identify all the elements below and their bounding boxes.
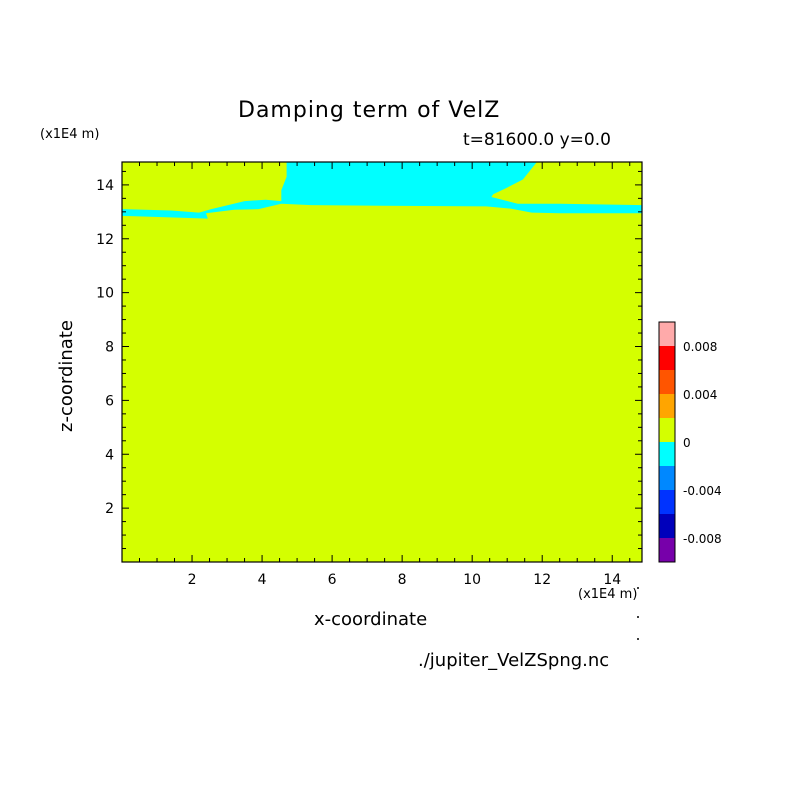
x-axis-scale-note: (x1E4 m)	[578, 587, 638, 602]
x-tick-label: 4	[258, 572, 267, 588]
x-tick-label: 6	[328, 572, 337, 588]
plot-frame	[121, 161, 643, 563]
y-axis-scale-note: (x1E4 m)	[40, 127, 100, 142]
colorbar-swatch	[659, 394, 675, 418]
colorbar-tick-label: 0.004	[683, 388, 717, 402]
colorbar-swatch	[659, 490, 675, 514]
x-tick-label: 8	[398, 572, 407, 588]
margin-dot	[637, 638, 639, 640]
colorbar-tick-label: 0.008	[683, 340, 717, 354]
y-tick-label: 6	[105, 393, 114, 409]
colorbar-swatch	[659, 538, 675, 562]
axes: 2 4 6 8 10 12 14 2 4 6 8 10 12 14	[96, 161, 643, 588]
chart-subtitle: t=81600.0 y=0.0	[463, 130, 611, 150]
source-filename: ./jupiter_VelZSpng.nc	[418, 650, 610, 671]
field-background	[122, 162, 642, 562]
colorbar-swatch	[659, 466, 675, 490]
y-tick-label: 4	[105, 447, 114, 463]
field-region-1	[122, 162, 642, 219]
x-tick-label: 12	[533, 572, 551, 588]
colorbar-swatch	[659, 418, 675, 442]
y-tick-label: 2	[105, 501, 114, 517]
y-tick-label: 8	[105, 340, 114, 356]
colorbar-swatch	[659, 322, 675, 346]
colorbar-swatch	[659, 346, 675, 370]
x-tick-label: 10	[463, 572, 481, 588]
margin-dot	[637, 616, 639, 618]
x-tick-label: 14	[603, 572, 621, 588]
y-tick-label: 14	[96, 178, 114, 194]
plot-area	[122, 162, 642, 562]
colorbar-swatch	[659, 370, 675, 394]
y-tick-label: 10	[96, 286, 114, 302]
colorbar: -0.008 -0.004 0 0.004 0.008	[658, 321, 722, 563]
margin-dot	[637, 587, 639, 589]
colorbar-swatch	[659, 514, 675, 538]
y-tick-label: 12	[96, 232, 114, 248]
x-tick-label: 2	[188, 572, 197, 588]
colorbar-frame	[658, 321, 676, 563]
margin-marks	[637, 587, 639, 640]
colorbar-tick-label: -0.008	[683, 532, 722, 546]
colorbar-swatch	[659, 442, 675, 466]
colorbar-tick-label: -0.004	[683, 484, 722, 498]
colorbar-tick-label: 0	[683, 436, 691, 450]
chart-title: Damping term of VelZ	[238, 98, 501, 123]
x-axis-label: x-coordinate	[314, 609, 428, 630]
